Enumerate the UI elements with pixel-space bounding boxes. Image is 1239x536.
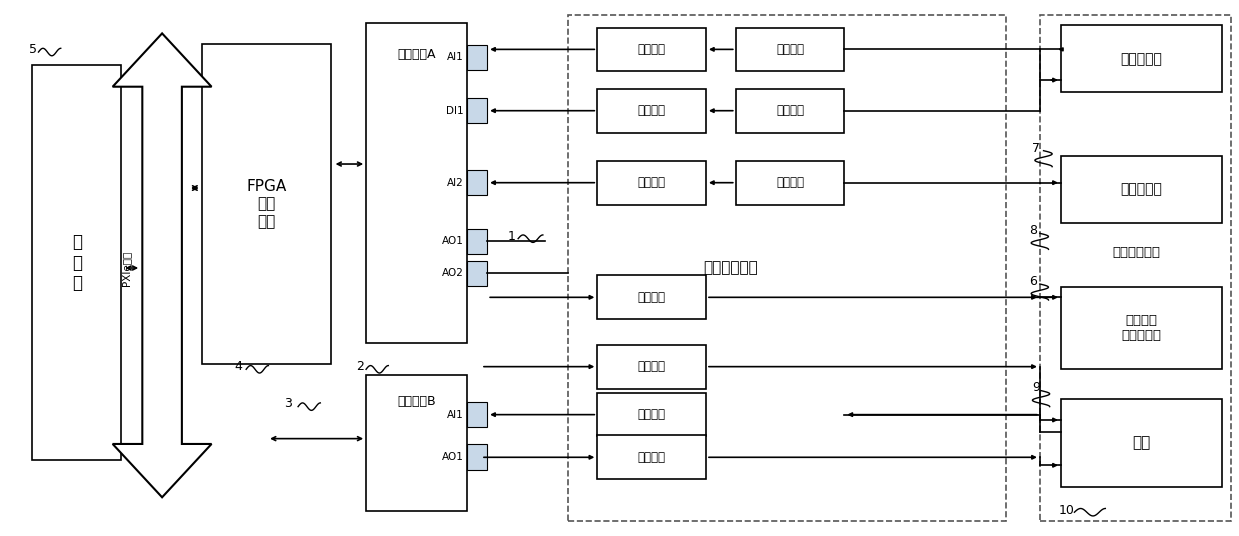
Bar	[567, 14, 1006, 522]
Bar	[736, 89, 845, 132]
Bar	[202, 44, 332, 364]
Bar	[467, 44, 487, 70]
Text: AO1: AO1	[442, 236, 463, 247]
Text: 10: 10	[1058, 504, 1074, 517]
Text: 6: 6	[1030, 275, 1037, 288]
Text: 1: 1	[508, 229, 515, 242]
Text: 光源: 光源	[1132, 435, 1150, 450]
Bar	[1061, 25, 1222, 92]
Bar	[597, 345, 706, 389]
Text: AI1: AI1	[447, 53, 463, 62]
Bar	[467, 402, 487, 427]
Text: 模拟放大: 模拟放大	[638, 43, 665, 56]
Bar	[597, 27, 706, 71]
Bar	[366, 23, 467, 343]
Text: 信号调理模块: 信号调理模块	[704, 260, 758, 276]
Text: 模拟放大: 模拟放大	[638, 176, 665, 189]
Text: 2: 2	[356, 360, 363, 373]
Text: 采集单元A: 采集单元A	[398, 48, 436, 61]
Text: 采集单元B: 采集单元B	[398, 395, 436, 408]
Bar	[597, 393, 706, 436]
Text: 模拟放大: 模拟放大	[638, 291, 665, 304]
Text: 模拟放大: 模拟放大	[638, 408, 665, 421]
Text: PXIe总线: PXIe总线	[121, 250, 131, 286]
Text: FPGA
控制
单元: FPGA 控制 单元	[247, 179, 286, 229]
Bar	[1061, 156, 1222, 222]
Bar	[736, 161, 845, 205]
Text: 模拟放大: 模拟放大	[638, 451, 665, 464]
Text: 模拟放大: 模拟放大	[638, 360, 665, 373]
Text: 集成光学
相位调制器: 集成光学 相位调制器	[1121, 314, 1161, 342]
Text: 8: 8	[1030, 224, 1037, 237]
Bar	[467, 260, 487, 286]
Bar	[366, 375, 467, 511]
Text: 高通滤波: 高通滤波	[776, 176, 804, 189]
Text: 9: 9	[1032, 382, 1040, 394]
Text: AO1: AO1	[442, 452, 463, 462]
Text: 4: 4	[235, 360, 243, 373]
Bar	[597, 161, 706, 205]
Text: 7: 7	[1032, 142, 1040, 154]
Text: 第一探测器: 第一探测器	[1120, 51, 1162, 66]
Text: 5: 5	[28, 43, 37, 56]
Text: DI1: DI1	[446, 106, 463, 116]
Text: AI1: AI1	[447, 410, 463, 420]
Bar	[467, 444, 487, 470]
Bar	[1061, 287, 1222, 369]
Text: 计
算
机: 计 算 机	[72, 233, 82, 293]
Text: 光电混合模块: 光电混合模块	[1113, 245, 1160, 258]
Bar	[467, 228, 487, 254]
Bar	[467, 170, 487, 196]
Text: 电压跟随: 电压跟随	[776, 104, 804, 117]
Bar	[32, 65, 121, 460]
Bar	[597, 276, 706, 319]
Text: AI2: AI2	[447, 178, 463, 188]
Text: 第二探测器: 第二探测器	[1120, 182, 1162, 196]
Bar	[1040, 14, 1232, 522]
Text: 电压比较: 电压比较	[638, 104, 665, 117]
Polygon shape	[113, 33, 212, 497]
Bar	[1061, 399, 1222, 487]
Text: 高通滤波: 高通滤波	[776, 43, 804, 56]
Bar	[597, 89, 706, 132]
Bar	[597, 435, 706, 479]
Bar	[467, 98, 487, 123]
Text: 3: 3	[284, 398, 292, 411]
Text: AO2: AO2	[442, 269, 463, 278]
Bar	[736, 27, 845, 71]
